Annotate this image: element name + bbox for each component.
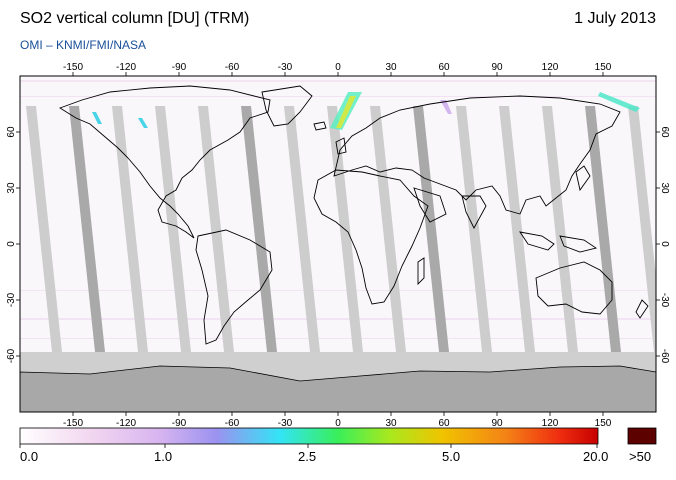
- lat-tick-label: 60: [6, 126, 17, 138]
- lat-tick-label: 0: [659, 241, 670, 247]
- lon-tick-label: 60: [438, 62, 450, 73]
- lon-tick-label: 30: [385, 62, 397, 73]
- map-date: 1 July 2013: [574, 10, 656, 27]
- colorbar-overflow-label: >50: [629, 449, 652, 464]
- orbit-gap-swath: [542, 106, 578, 352]
- lon-tick-label: 0: [335, 62, 341, 73]
- greenland-outline: [261, 85, 313, 127]
- map-subtitle: OMI – KNMI/FMI/NASA: [20, 38, 147, 52]
- indonesia-outline: [519, 231, 555, 251]
- india-outline: [461, 195, 487, 229]
- orbit-gap-swath: [112, 106, 148, 352]
- lon-tick-label: 0: [335, 418, 341, 429]
- lat-tick-label: -30: [6, 292, 17, 307]
- latitude-labels-left: 60 30 0 -30 -60: [6, 126, 20, 363]
- australia-outline: [535, 261, 613, 315]
- colorbar-ticks: [19, 444, 598, 448]
- orbit-gap-swath: [413, 106, 449, 352]
- north-america-outline: [58, 85, 271, 239]
- new-zealand-outline: [635, 299, 649, 319]
- longitude-labels-top: -150 -120 -90 -60 -30 0 30 60 90 120 150: [63, 62, 612, 76]
- lat-tick-label: 60: [659, 126, 670, 138]
- lon-tick-label: -60: [225, 418, 240, 429]
- orbit-gap-swath: [69, 106, 105, 352]
- lon-tick-label: -150: [63, 418, 83, 429]
- colorbar-label-0: 0.0: [20, 449, 39, 464]
- lon-tick-label: 30: [385, 418, 397, 429]
- iceland-outline: [313, 121, 327, 131]
- lon-tick-label: 150: [595, 62, 612, 73]
- colorbar-label-2: 2.5: [298, 449, 317, 464]
- low-so2-texture: [20, 80, 656, 339]
- lon-tick-label: 150: [595, 418, 612, 429]
- so2-spot-siberia: [440, 100, 452, 114]
- lon-tick-label: -30: [278, 62, 293, 73]
- eurasia-outline: [333, 95, 621, 215]
- lat-tick-label: -30: [659, 293, 670, 308]
- orbit-gap-swath: [456, 106, 492, 352]
- lat-tick-label: 30: [6, 182, 17, 194]
- orbit-gap-swath: [370, 106, 406, 352]
- orbit-gap-swath: [241, 106, 277, 352]
- lon-tick-label: -90: [172, 418, 187, 429]
- uk-outline: [335, 137, 347, 155]
- lon-tick-label: -120: [116, 418, 136, 429]
- orbit-gap-swaths: [26, 106, 656, 352]
- arabia-outline: [413, 187, 447, 223]
- lon-tick-label: -60: [225, 62, 240, 73]
- lon-tick-label: 120: [542, 62, 559, 73]
- lat-tick-label: 0: [6, 241, 17, 247]
- latitude-labels-right: 60 30 0 -30 -60: [656, 126, 670, 364]
- orbit-gap-swath: [499, 106, 535, 352]
- lon-tick-label: -30: [278, 418, 293, 429]
- coastlines: [58, 85, 649, 345]
- lon-tick-label: 90: [491, 62, 503, 73]
- lon-tick-label: 90: [491, 418, 503, 429]
- so2-stripe-arctic-atlantic-core: [336, 96, 356, 128]
- lat-tick-label: -60: [659, 349, 670, 364]
- colorbar-label-4: 20.0: [583, 449, 609, 464]
- so2-spot-canada: [138, 118, 148, 128]
- longitude-labels-bottom: -150 -120 -90 -60 -30 0 30 60 90 120 150: [63, 412, 612, 429]
- lon-tick-label: 60: [438, 418, 450, 429]
- madagascar-outline: [417, 257, 425, 286]
- orbit-gap-swath: [284, 106, 320, 352]
- lon-tick-label: 120: [542, 418, 559, 429]
- orbit-gap-swath: [155, 106, 191, 352]
- lon-tick-label: -120: [116, 62, 136, 73]
- map-title: SO2 vertical column [DU] (TRM): [20, 10, 250, 27]
- orbit-gap-swath: [26, 106, 62, 352]
- colorbar-label-3: 5.0: [442, 449, 461, 464]
- japan-outline: [575, 165, 591, 192]
- colorbar-gradient: [19, 427, 599, 445]
- colorbar-overflow-swatch: [627, 427, 657, 445]
- so2-spot-alaska: [92, 112, 102, 124]
- lon-tick-label: -150: [63, 62, 83, 73]
- africa-outline: [313, 169, 429, 305]
- lat-tick-label: -60: [6, 348, 17, 363]
- lat-tick-label: 30: [659, 182, 670, 194]
- south-america-outline: [195, 229, 273, 345]
- so2-stripe-arctic-pacific: [598, 92, 640, 112]
- new-guinea-outline: [559, 235, 598, 253]
- colorbar-label-1: 1.0: [154, 449, 173, 464]
- antarctica-shape: [20, 365, 656, 412]
- orbit-gap-swath: [628, 106, 656, 352]
- lon-tick-label: -90: [172, 62, 187, 73]
- orbit-gap-swath: [198, 106, 234, 352]
